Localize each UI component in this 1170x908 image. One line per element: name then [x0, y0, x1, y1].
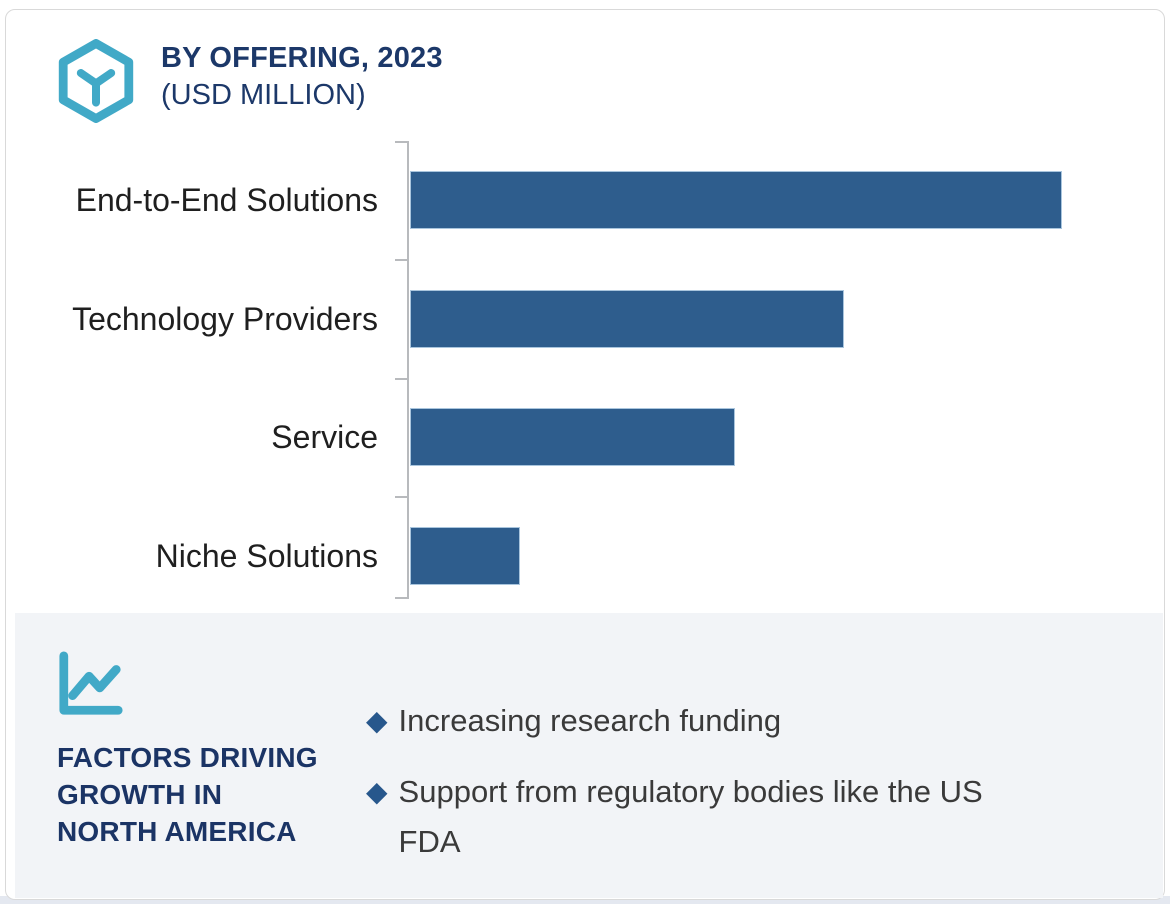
- axis-tick: [395, 496, 408, 498]
- factor-text: Increasing research funding: [398, 703, 782, 738]
- factor-text: Support from regulatory bodies like the …: [398, 774, 983, 859]
- factors-heading-line1: FACTORS DRIVING: [57, 742, 318, 773]
- hexagon-y-logo-icon: [58, 39, 134, 123]
- category-label: Technology Providers: [72, 301, 378, 337]
- axis-tick: [395, 378, 408, 380]
- category-label: End-to-End Solutions: [75, 182, 378, 218]
- chart-title-line1: BY OFFERING, 2023: [161, 42, 443, 74]
- factor-bullet: ◆ Support from regulatory bodies like the…: [366, 767, 1014, 867]
- category-axis-line: [407, 141, 409, 599]
- next-section-edge: [0, 896, 1170, 904]
- axis-tick: [395, 141, 408, 143]
- factors-heading: FACTORS DRIVING GROWTH IN NORTH AMERICA: [57, 739, 318, 850]
- bar-niche-solutions: [410, 527, 520, 585]
- bar-service: [410, 408, 735, 466]
- factors-list: ◆ Increasing research funding ◆ Support fro…: [366, 696, 1014, 888]
- infographic-card: BY OFFERING, 2023 (USD MILLION) End-to-E…: [5, 9, 1165, 900]
- factors-heading-line3: NORTH AMERICA: [57, 816, 297, 847]
- chart-title-line2: (USD MILLION): [161, 79, 366, 111]
- factor-bullet: ◆ Increasing research funding: [366, 696, 1014, 746]
- diamond-bullet-icon: ◆: [366, 705, 388, 736]
- bar-end-to-end-solutions: [410, 171, 1062, 229]
- category-label: Niche Solutions: [155, 538, 378, 574]
- diamond-bullet-icon: ◆: [366, 776, 388, 807]
- axis-tick: [395, 597, 408, 599]
- factors-heading-line2: GROWTH IN: [57, 779, 223, 810]
- trend-line-chart-icon: [59, 651, 123, 715]
- category-label: Service: [271, 419, 378, 455]
- factors-panel: FACTORS DRIVING GROWTH IN NORTH AMERICA …: [15, 613, 1163, 898]
- axis-tick: [395, 259, 408, 261]
- chart-title: BY OFFERING, 2023 (USD MILLION): [161, 40, 443, 114]
- bar-technology-providers: [410, 290, 844, 348]
